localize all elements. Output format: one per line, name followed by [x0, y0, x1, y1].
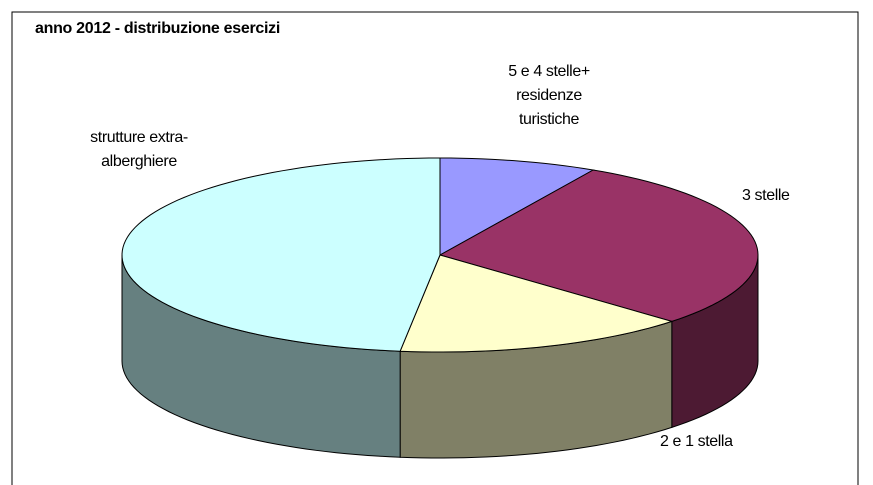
- slice-label: 5 e 4 stelle+ residenze turistiche: [508, 63, 590, 128]
- chart-title: anno 2012 - distribuzione esercizi: [35, 20, 280, 37]
- slice: [399, 254, 674, 353]
- slice: [121, 157, 441, 352]
- slice: [439, 157, 595, 256]
- slice-label: strutture extra-alberghiere: [90, 129, 188, 170]
- chart-frame: [11, 11, 859, 485]
- slice: [438, 169, 759, 322]
- slice-label: 3 stelle: [742, 187, 790, 204]
- slice-label: 2 e 1 stella: [660, 433, 733, 450]
